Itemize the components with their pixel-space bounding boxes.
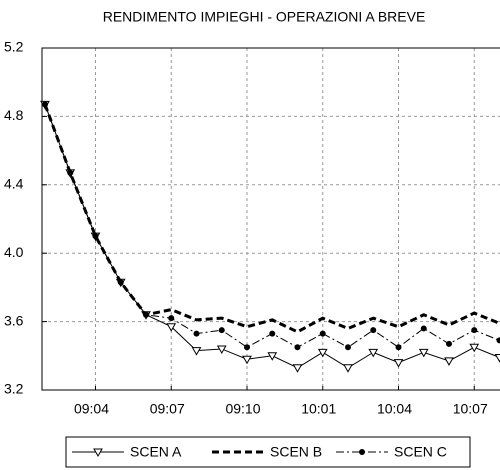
legend-item: SCEN C <box>336 444 447 460</box>
marker <box>368 348 379 358</box>
x-tick-label: 10:01 <box>301 401 336 417</box>
chart-title: RENDIMENTO IMPIEGHI - OPERAZIONI A BREVE <box>103 9 426 25</box>
marker <box>166 323 177 332</box>
y-tick-label: 4.0 <box>4 244 24 260</box>
marker <box>393 359 404 368</box>
marker <box>93 448 103 458</box>
marker <box>319 330 326 337</box>
marker <box>359 449 365 455</box>
plot-frame <box>41 47 500 391</box>
legend-label: SCEN C <box>394 444 447 460</box>
marker <box>292 364 303 373</box>
marker <box>143 311 149 318</box>
x-tick-label: 10:04 <box>377 401 412 417</box>
marker <box>317 348 328 358</box>
marker <box>67 169 74 176</box>
y-tick-label: 3.6 <box>4 312 24 328</box>
marker <box>469 343 480 353</box>
marker <box>92 233 99 240</box>
marker <box>267 352 278 361</box>
marker <box>216 345 227 354</box>
marker <box>345 344 351 351</box>
x-tick-label: 09:10 <box>225 401 260 417</box>
x-tick-label: 10:07 <box>453 401 488 417</box>
marker <box>294 344 301 351</box>
marker <box>444 357 454 366</box>
marker <box>117 279 124 286</box>
x-tick-label: 09:07 <box>150 401 185 417</box>
marker <box>218 327 225 334</box>
y-tick-label: 4.4 <box>4 176 24 192</box>
marker <box>420 325 427 332</box>
marker <box>242 355 252 365</box>
legend-label: SCEN A <box>130 444 182 460</box>
marker <box>395 344 402 351</box>
series-line <box>44 104 500 369</box>
legend-item: SCEN A <box>72 444 182 460</box>
marker <box>496 337 500 344</box>
marker <box>42 101 48 108</box>
legend-box <box>65 436 471 468</box>
marker <box>446 340 452 347</box>
y-tick-label: 5.2 <box>4 39 24 55</box>
marker <box>370 327 377 334</box>
legend-label: SCEN B <box>270 444 322 460</box>
marker <box>418 348 429 358</box>
marker <box>269 330 276 337</box>
marker <box>471 327 478 334</box>
series-line <box>44 104 500 348</box>
marker <box>244 344 250 351</box>
marker <box>494 354 500 363</box>
legend-item: SCEN B <box>212 444 322 460</box>
marker <box>168 315 175 322</box>
x-tick-label: 09:04 <box>74 401 109 417</box>
series-line <box>43 103 500 334</box>
marker <box>343 364 353 373</box>
marker <box>191 347 202 356</box>
y-tick-label: 3.2 <box>4 381 24 397</box>
marker <box>193 330 200 337</box>
y-tick-label: 4.8 <box>4 107 24 123</box>
